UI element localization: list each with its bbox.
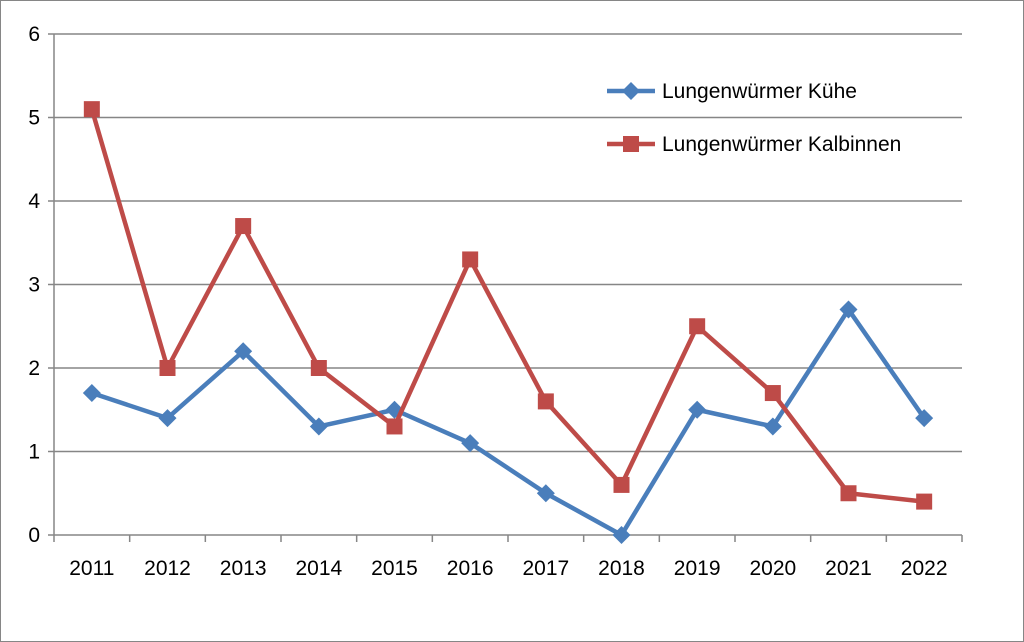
series-2-point-2017 [537, 393, 554, 410]
series-1 [82, 300, 934, 544]
series-layer [82, 101, 934, 544]
legend-label-1: Lungenwürmer Kühe [662, 80, 857, 103]
x-axis-tick-labels: 2011 2012 2013 2014 2015 2016 2017 2018 2019 2020… [69, 557, 947, 580]
series-2 [83, 101, 933, 510]
series-2-point-2013 [235, 218, 252, 235]
x-tick-label-2012: 2012 [144, 557, 191, 580]
series-2-point-2021 [840, 485, 857, 502]
x-tick-label-2019: 2019 [674, 557, 721, 580]
x-tick-label-2014: 2014 [295, 557, 342, 580]
series-2-point-2019 [689, 318, 706, 335]
series-1-point-2012 [158, 409, 177, 428]
x-tick-label-2017: 2017 [522, 557, 569, 580]
series-1-point-2014 [309, 417, 328, 436]
x-tick-label-2013: 2013 [220, 557, 267, 580]
x-tick-label-2016: 2016 [447, 557, 494, 580]
series-2-point-2015 [386, 418, 403, 435]
series-2-point-2011 [83, 101, 100, 118]
series-1-point-2011 [82, 384, 101, 403]
series-1-point-2021 [839, 300, 858, 319]
x-tick-label-2015: 2015 [371, 557, 418, 580]
legend-marker-1 [622, 82, 640, 100]
axes [48, 33, 963, 542]
series-2-line [89, 108, 925, 504]
legend: Lungenwürmer Kühe Lungenwürmer Kalbinnen [607, 80, 901, 156]
legend-label-2: Lungenwürmer Kalbinnen [662, 133, 901, 156]
series-2-point-2012 [159, 360, 176, 376]
series-2-point-2014 [310, 360, 327, 376]
y-tick-label-6: 6 [28, 23, 40, 46]
y-tick-label-2: 2 [28, 357, 40, 380]
series-2-point-2018 [613, 476, 630, 493]
series-2-point-2016 [462, 251, 479, 268]
series-1-point-2017 [536, 484, 555, 503]
x-tick-label-2018: 2018 [598, 557, 645, 580]
legend-marker-2 [623, 136, 639, 152]
series-2-point-2022 [916, 493, 933, 510]
series-1-point-2020 [763, 417, 782, 436]
x-tick-label-2020: 2020 [749, 557, 796, 580]
x-tick-label-2011: 2011 [69, 557, 114, 580]
y-tick-label-0: 0 [28, 524, 40, 547]
x-tick-label-2022: 2022 [901, 557, 948, 580]
legend-entry-2: Lungenwürmer Kalbinnen [607, 133, 901, 156]
series-1-point-2019 [688, 400, 707, 419]
x-tick-label-2021: 2021 [825, 557, 872, 580]
series-1-point-2013 [234, 342, 253, 361]
series-1-line [91, 307, 927, 538]
series-1-point-2022 [915, 409, 934, 428]
series-1-point-2018 [612, 526, 631, 544]
y-axis-tick-labels: 0 1 2 3 4 5 6 [28, 23, 40, 547]
y-tick-label-4: 4 [28, 190, 40, 213]
y-tick-label-5: 5 [28, 107, 40, 130]
y-tick-label-3: 3 [28, 274, 40, 297]
y-tick-label-1: 1 [28, 441, 40, 464]
series-1-point-2016 [461, 434, 480, 453]
legend-entry-1: Lungenwürmer Kühe [607, 80, 857, 103]
series-2-point-2020 [764, 385, 781, 402]
